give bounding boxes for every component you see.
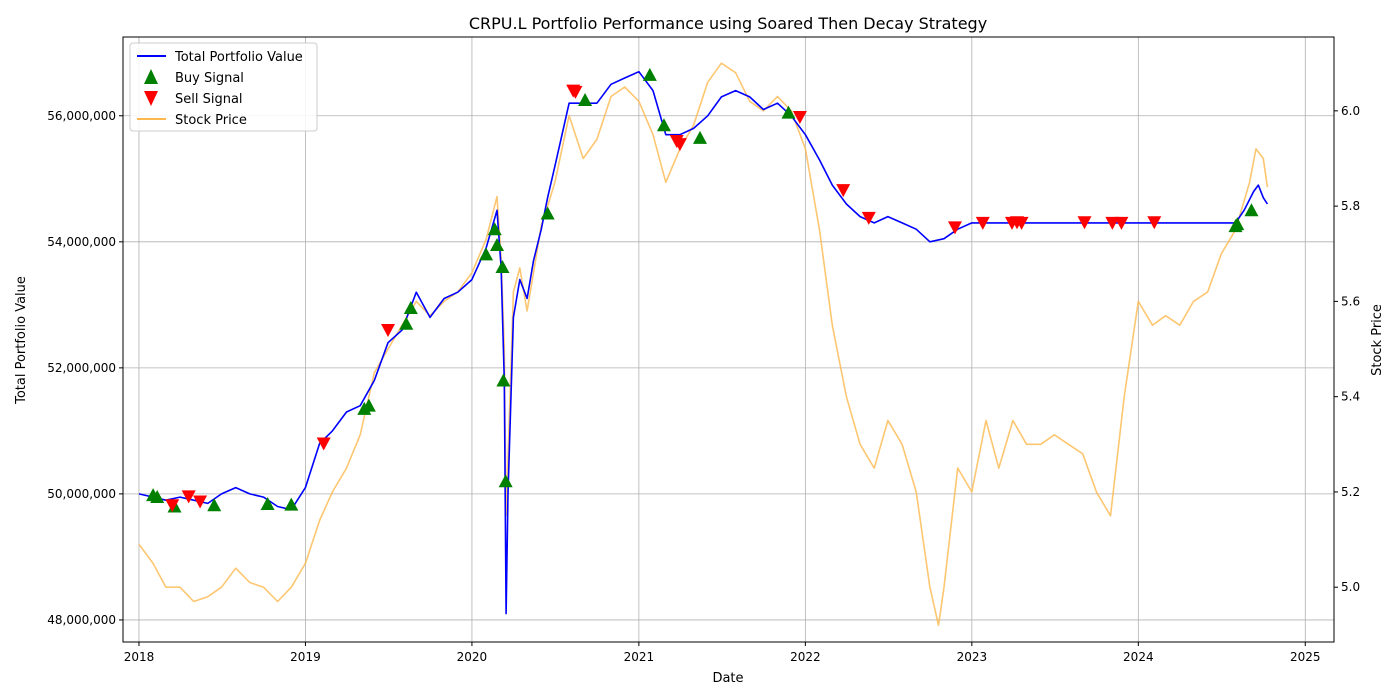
y-right-tick-label: 5.0 [1341, 580, 1360, 594]
y-left-tick-label: 54,000,000 [47, 235, 116, 249]
buy-signal-marker [781, 105, 796, 119]
y-right-tick-label: 5.6 [1341, 294, 1360, 308]
x-tick-label: 2021 [624, 650, 655, 664]
buy-signal-marker [540, 206, 555, 220]
sell-signal-marker [861, 211, 876, 225]
legend-buy-label: Buy Signal [175, 71, 244, 86]
x-tick-label: 2025 [1290, 650, 1321, 664]
buy-signal-marker [578, 93, 593, 107]
stock-price-series [138, 62, 1269, 627]
buy-signal-marker [207, 498, 222, 512]
sell-signal-marker [165, 499, 180, 513]
legend-portfolio-label: Total Portfolio Value [174, 50, 303, 65]
x-axis: 2018 2019 2020 2021 2022 2023 2024 2025 [124, 642, 1321, 664]
sell-signal-marker [316, 437, 331, 451]
sell-signal-marker [947, 221, 962, 235]
buy-signal-marker [496, 373, 511, 387]
sell-signal-marker [193, 495, 208, 509]
sell-signal-marker [1077, 216, 1092, 230]
sell-signal-markers [165, 84, 1162, 513]
legend-price-label: Stock Price [175, 113, 247, 128]
portfolio-value-line [138, 70, 1269, 615]
sell-signal-marker [975, 216, 990, 230]
legend-box [129, 42, 318, 132]
legend-sell-label: Sell Signal [175, 92, 243, 107]
buy-signal-marker [284, 497, 299, 511]
buy-signal-marker [399, 316, 414, 330]
sell-signal-marker [381, 324, 396, 338]
sell-signal-marker [1114, 216, 1129, 230]
buy-signal-marker [692, 130, 707, 144]
buy-signal-marker [403, 300, 418, 314]
sell-signal-marker [836, 184, 851, 198]
legend-sell-swatch [144, 91, 158, 106]
buy-signal-marker [479, 247, 494, 261]
sell-signal-marker [1014, 216, 1029, 230]
x-axis-label: Date [712, 671, 743, 686]
x-tick-label: 2024 [1123, 650, 1154, 664]
x-tick-label: 2022 [790, 650, 821, 664]
y-right-tick-label: 5.8 [1341, 199, 1360, 213]
buy-signal-marker [487, 222, 502, 236]
x-tick-label: 2019 [290, 650, 321, 664]
buy-signal-marker [1244, 203, 1259, 217]
buy-signal-marker [490, 237, 505, 251]
buy-signal-marker [1230, 217, 1245, 231]
y-axis-right: 5.0 5.2 5.4 5.6 5.8 6.0 [1334, 104, 1360, 594]
y-axis-left-label: Total Portfolio Value [14, 276, 29, 405]
y-left-tick-label: 52,000,000 [47, 361, 116, 375]
y-axis-left: 48,000,000 50,000,000 52,000,000 54,000,000… [47, 109, 123, 627]
legend: Total Portfolio Value Buy Signal Sell Si… [129, 42, 318, 132]
buy-signal-marker [642, 67, 657, 81]
sell-signal-marker [568, 85, 583, 99]
y-axis-right-label: Stock Price [1370, 304, 1385, 376]
y-right-tick-label: 5.4 [1341, 390, 1360, 404]
buy-signal-marker [361, 398, 376, 412]
x-tick-label: 2018 [124, 650, 155, 664]
stock-price-line [138, 62, 1269, 627]
chart-title: CRPU.L Portfolio Performance using Soare… [469, 14, 987, 33]
legend-buy-swatch [144, 69, 158, 84]
plot-frame [122, 36, 1335, 643]
y-left-tick-label: 50,000,000 [47, 487, 116, 501]
grid [123, 37, 1334, 642]
y-left-tick-label: 48,000,000 [47, 613, 116, 627]
buy-signal-marker [150, 490, 165, 504]
x-tick-label: 2020 [457, 650, 488, 664]
y-right-tick-label: 6.0 [1341, 104, 1360, 118]
sell-signal-marker [672, 138, 687, 152]
portfolio-value-series [138, 70, 1269, 615]
buy-signal-marker [498, 474, 513, 488]
sell-signal-marker [1105, 216, 1120, 230]
buy-signal-marker [260, 496, 275, 510]
y-left-tick-label: 56,000,000 [47, 109, 116, 123]
sell-signal-marker [792, 111, 807, 125]
sell-signal-marker [1147, 216, 1162, 230]
buy-signal-marker [656, 118, 671, 132]
sell-signal-marker [181, 490, 196, 504]
buy-signal-marker [495, 260, 510, 274]
x-tick-label: 2023 [957, 650, 988, 664]
y-right-tick-label: 5.2 [1341, 485, 1360, 499]
buy-signal-markers [146, 67, 1259, 513]
